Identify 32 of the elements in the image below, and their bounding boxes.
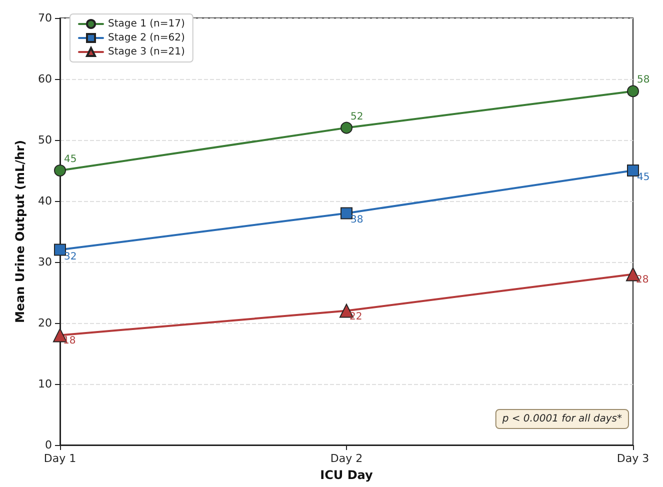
y-tick-label: 60	[38, 72, 52, 86]
y-tick-label: 50	[38, 134, 52, 146]
data-label: 45	[64, 154, 77, 165]
point	[340, 207, 352, 220]
y-tick-label: 70	[38, 12, 52, 24]
data-label: 28	[636, 274, 649, 286]
point	[54, 164, 66, 176]
x-tick-label: Day 1	[44, 452, 76, 465]
y-tick-label: 0	[45, 438, 52, 452]
data-label: 32	[64, 251, 77, 262]
legend-label: Stage 2 (n=62)	[108, 32, 185, 44]
point	[627, 164, 639, 176]
data-label: 58	[637, 74, 650, 86]
data-label: 18	[63, 336, 76, 347]
data-label: 45	[637, 172, 650, 183]
point	[627, 85, 639, 98]
annotation: p < 0.0001 for all days*	[501, 414, 622, 424]
point	[340, 122, 352, 134]
data-label: 22	[350, 311, 362, 322]
x-axis-title: ICU Day	[320, 468, 374, 482]
y-tick-label: 20	[38, 316, 52, 330]
y-axis-title: Mean Urine Output (mL/hr)	[13, 140, 27, 324]
legend-label: Stage 3 (n=21)	[108, 46, 185, 58]
data-label: 52	[350, 111, 364, 122]
y-tick-label: 30	[38, 256, 52, 268]
x-tick-label: Day 3	[616, 452, 650, 465]
data-label: 38	[350, 214, 364, 226]
y-tick-label: 10	[38, 378, 52, 390]
x-tick-label: Day 2	[330, 452, 363, 465]
y-tick-label: 40	[38, 194, 52, 208]
legend-label: Stage 1 (n=17)	[108, 18, 185, 30]
point	[54, 244, 66, 256]
